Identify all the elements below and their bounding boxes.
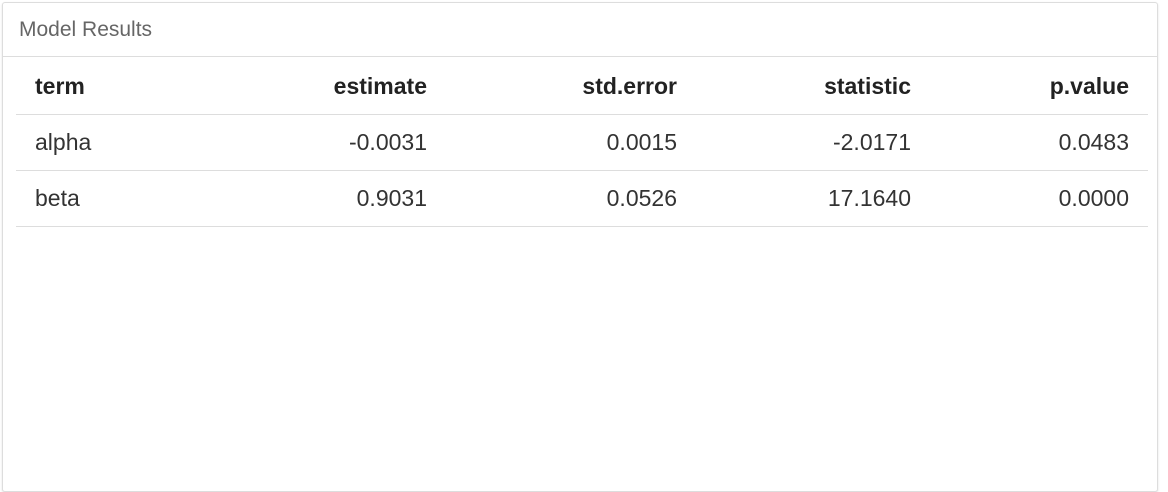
- results-table: term estimate std.error statistic p.valu…: [16, 59, 1148, 227]
- cell-estimate: 0.9031: [216, 170, 446, 227]
- cell-term: beta: [16, 170, 216, 227]
- cell-std-error: 0.0015: [446, 114, 696, 171]
- table-header-row: term estimate std.error statistic p.valu…: [16, 59, 1148, 115]
- column-header-estimate: estimate: [216, 59, 446, 115]
- panel-title: Model Results: [3, 3, 1157, 57]
- cell-term: alpha: [16, 114, 216, 171]
- column-header-statistic: statistic: [696, 59, 930, 115]
- cell-p-value: 0.0000: [930, 170, 1148, 227]
- cell-estimate: -0.0031: [216, 114, 446, 171]
- cell-statistic: -2.0171: [696, 114, 930, 171]
- column-header-std-error: std.error: [446, 59, 696, 115]
- column-header-p-value: p.value: [930, 59, 1148, 115]
- column-header-term: term: [16, 59, 216, 115]
- table-row: beta 0.9031 0.0526 17.1640 0.0000: [16, 170, 1148, 227]
- table-row: alpha -0.0031 0.0015 -2.0171 0.0483: [16, 114, 1148, 171]
- cell-std-error: 0.0526: [446, 170, 696, 227]
- cell-statistic: 17.1640: [696, 170, 930, 227]
- cell-p-value: 0.0483: [930, 114, 1148, 171]
